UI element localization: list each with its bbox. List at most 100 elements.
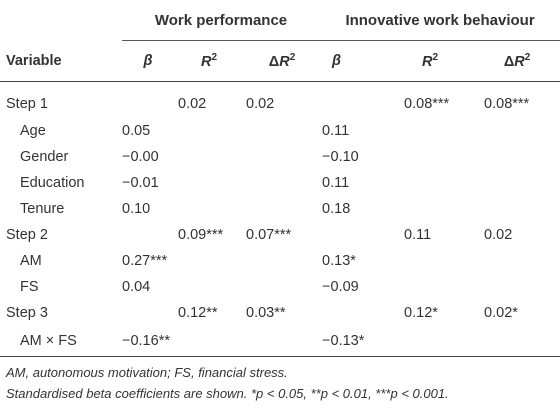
cell-wp-beta [122, 222, 174, 248]
cell-iwb-r2 [386, 196, 474, 222]
row-variable-label: Gender [20, 149, 69, 165]
cell-iwb-beta: 0.11 [322, 175, 350, 191]
cell-iwb-delta-r2 [474, 326, 560, 357]
table-row: Step 3 0.12** 0.03** 0.12* 0.02* [0, 300, 560, 326]
cell-wp-delta-r2 [244, 196, 320, 222]
cell-wp-beta: −0.00 [122, 149, 159, 165]
cell-iwb-delta-r2 [474, 118, 560, 144]
row-variable-label: FS [20, 279, 39, 295]
cell-wp-delta-r2 [244, 248, 320, 274]
cell-wp-r2: 0.09*** [178, 227, 224, 243]
cell-wp-delta-r2 [244, 274, 320, 300]
cell-wp-beta: −0.16** [122, 326, 174, 357]
row-variable-label: Education [20, 175, 85, 191]
table-footnotes: AM, autonomous motivation; FS, financial… [6, 362, 449, 404]
cell-wp-delta-r2: 0.03** [246, 305, 286, 321]
cell-iwb-r2 [386, 248, 474, 274]
cell-wp-r2 [174, 248, 244, 274]
cell-wp-r2 [174, 118, 244, 144]
cell-iwb-r2 [386, 274, 474, 300]
column-header-delta-r2-innovative-work-behaviour: ΔR2 [474, 40, 560, 82]
r2-superscript: 2 [289, 52, 296, 64]
cell-iwb-beta [320, 300, 386, 326]
column-header-delta-r2-work-performance: ΔR2 [244, 40, 321, 82]
table-row: AM × FS −0.16** −0.13* [0, 326, 560, 357]
cell-iwb-beta: −0.10 [322, 149, 359, 165]
cell-iwb-delta-r2 [474, 196, 560, 222]
cell-wp-r2 [174, 144, 244, 170]
row-variable-label: Age [20, 123, 46, 139]
delta-symbol: Δ [503, 53, 515, 70]
cell-iwb-beta [320, 82, 386, 119]
cell-wp-r2 [174, 170, 244, 196]
r2-superscript: 2 [211, 52, 218, 64]
cell-wp-r2: 0.12** [178, 305, 218, 321]
cell-iwb-r2: 0.12* [404, 305, 438, 321]
r2-symbol: R [200, 53, 212, 70]
cell-wp-delta-r2 [244, 118, 320, 144]
group-header-work-performance: Work performance [122, 0, 321, 41]
regression-table: Work performance Innovative work behavio… [0, 0, 560, 357]
delta-symbol: Δ [268, 53, 280, 70]
table-body: Step 1 0.02 0.02 0.08*** 0.08*** Age 0.05 0.11 G… [0, 82, 560, 357]
cell-wp-delta-r2 [244, 144, 320, 170]
cell-iwb-delta-r2 [474, 144, 560, 170]
table-row: Tenure 0.10 0.18 [0, 196, 560, 222]
column-header-row: Variable β R2 ΔR2 β R2 ΔR2 [0, 40, 560, 82]
cell-iwb-r2 [386, 118, 474, 144]
cell-iwb-r2: 0.11 [404, 227, 432, 243]
cell-wp-r2 [174, 326, 244, 357]
cell-wp-beta: 0.10 [122, 201, 151, 217]
row-step-label: Step 1 [6, 96, 48, 112]
r2-symbol: R [514, 53, 525, 70]
table-row: Gender −0.00 −0.10 [0, 144, 560, 170]
table-row: FS 0.04 −0.09 [0, 274, 560, 300]
cell-iwb-beta: 0.13* [322, 253, 356, 269]
column-header-r2-work-performance: R2 [174, 40, 244, 82]
column-header-r2-innovative-work-behaviour: R2 [386, 40, 475, 82]
cell-iwb-r2: 0.08*** [404, 96, 450, 112]
cell-iwb-r2 [386, 326, 475, 357]
table-row: Step 1 0.02 0.02 0.08*** 0.08*** [0, 82, 560, 119]
cell-wp-beta: 0.27*** [122, 253, 168, 269]
r2-symbol: R [422, 53, 433, 70]
table-row: Education −0.01 0.11 [0, 170, 560, 196]
cell-wp-beta [122, 82, 174, 119]
column-header-variable: Variable [0, 40, 122, 82]
cell-wp-r2 [174, 274, 244, 300]
table-row: Age 0.05 0.11 [0, 118, 560, 144]
table-row: Step 2 0.09*** 0.07*** 0.11 0.02 [0, 222, 560, 248]
footnote-significance: Standardised beta coefficients are shown… [6, 386, 449, 401]
cell-iwb-beta: 0.11 [322, 123, 350, 139]
cell-wp-delta-r2: 0.02 [246, 96, 275, 112]
column-header-beta-innovative-work-behaviour: β [320, 40, 387, 82]
row-variable-label: AM [20, 253, 42, 269]
r2-superscript: 2 [432, 52, 439, 64]
group-header-spacer [0, 0, 122, 41]
table-row: AM 0.27*** 0.13* [0, 248, 560, 274]
group-header-row: Work performance Innovative work behavio… [0, 0, 560, 41]
cell-iwb-r2 [386, 170, 474, 196]
cell-wp-beta [122, 300, 174, 326]
row-step-label: Step 3 [6, 305, 48, 321]
r2-superscript: 2 [524, 52, 531, 64]
cell-iwb-delta-r2 [474, 274, 560, 300]
cell-iwb-delta-r2 [474, 170, 560, 196]
footnote-abbreviations: AM, autonomous motivation; FS, financial… [6, 365, 288, 380]
cell-iwb-delta-r2 [474, 248, 560, 274]
cell-wp-delta-r2 [244, 170, 320, 196]
cell-wp-r2 [174, 196, 244, 222]
cell-wp-beta: 0.04 [122, 279, 151, 295]
column-header-beta-work-performance: β [122, 40, 174, 82]
r2-symbol: R [279, 53, 290, 70]
regression-table-container: Work performance Innovative work behavio… [0, 0, 560, 357]
cell-wp-r2: 0.02 [178, 96, 207, 112]
cell-iwb-delta-r2: 0.02* [484, 305, 518, 321]
cell-iwb-r2 [386, 144, 474, 170]
row-step-label: Step 2 [6, 227, 48, 243]
cell-wp-beta: 0.05 [122, 123, 151, 139]
cell-wp-delta-r2 [244, 326, 321, 357]
cell-wp-delta-r2: 0.07*** [246, 227, 292, 243]
cell-iwb-delta-r2: 0.08*** [484, 96, 530, 112]
cell-iwb-beta [320, 222, 386, 248]
